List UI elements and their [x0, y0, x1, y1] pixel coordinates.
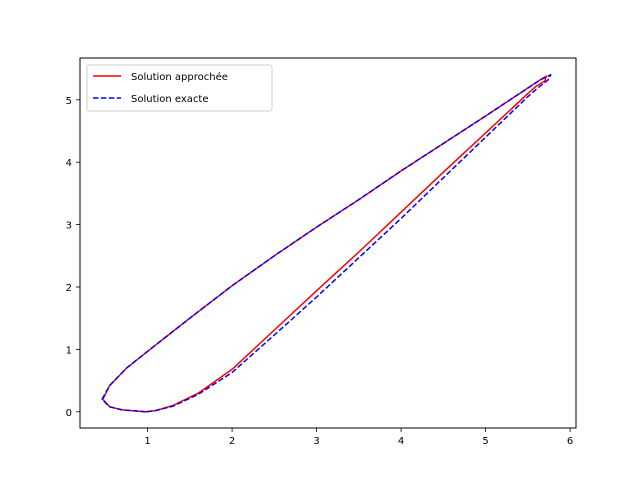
y-axis-ticks: 0 1 2 3 4 5	[66, 96, 80, 419]
y-tick-label: 4	[66, 158, 72, 169]
y-tick-label: 0	[66, 408, 72, 419]
x-tick-label: 1	[144, 436, 150, 447]
plot-frame	[79, 57, 577, 429]
x-tick-label: 3	[313, 436, 319, 447]
x-tick-label: 5	[482, 436, 488, 447]
series-line-exacte	[101, 74, 552, 413]
x-tick-label: 6	[567, 436, 573, 447]
x-tick-label: 4	[398, 436, 404, 447]
legend: Solution approchée Solution exacte	[86, 64, 273, 112]
x-tick-label: 2	[229, 436, 235, 447]
series-layer	[101, 74, 552, 413]
y-tick-label: 2	[66, 283, 72, 294]
legend-box	[86, 64, 273, 112]
x-axis-ticks: 1 2 3 4 5 6	[144, 428, 573, 447]
y-tick-label: 5	[66, 96, 72, 107]
legend-label-exacte: Solution exacte	[131, 94, 209, 105]
legend-label-approchee: Solution approchée	[131, 71, 228, 83]
y-tick-label: 3	[66, 221, 72, 232]
y-tick-label: 1	[66, 345, 72, 356]
